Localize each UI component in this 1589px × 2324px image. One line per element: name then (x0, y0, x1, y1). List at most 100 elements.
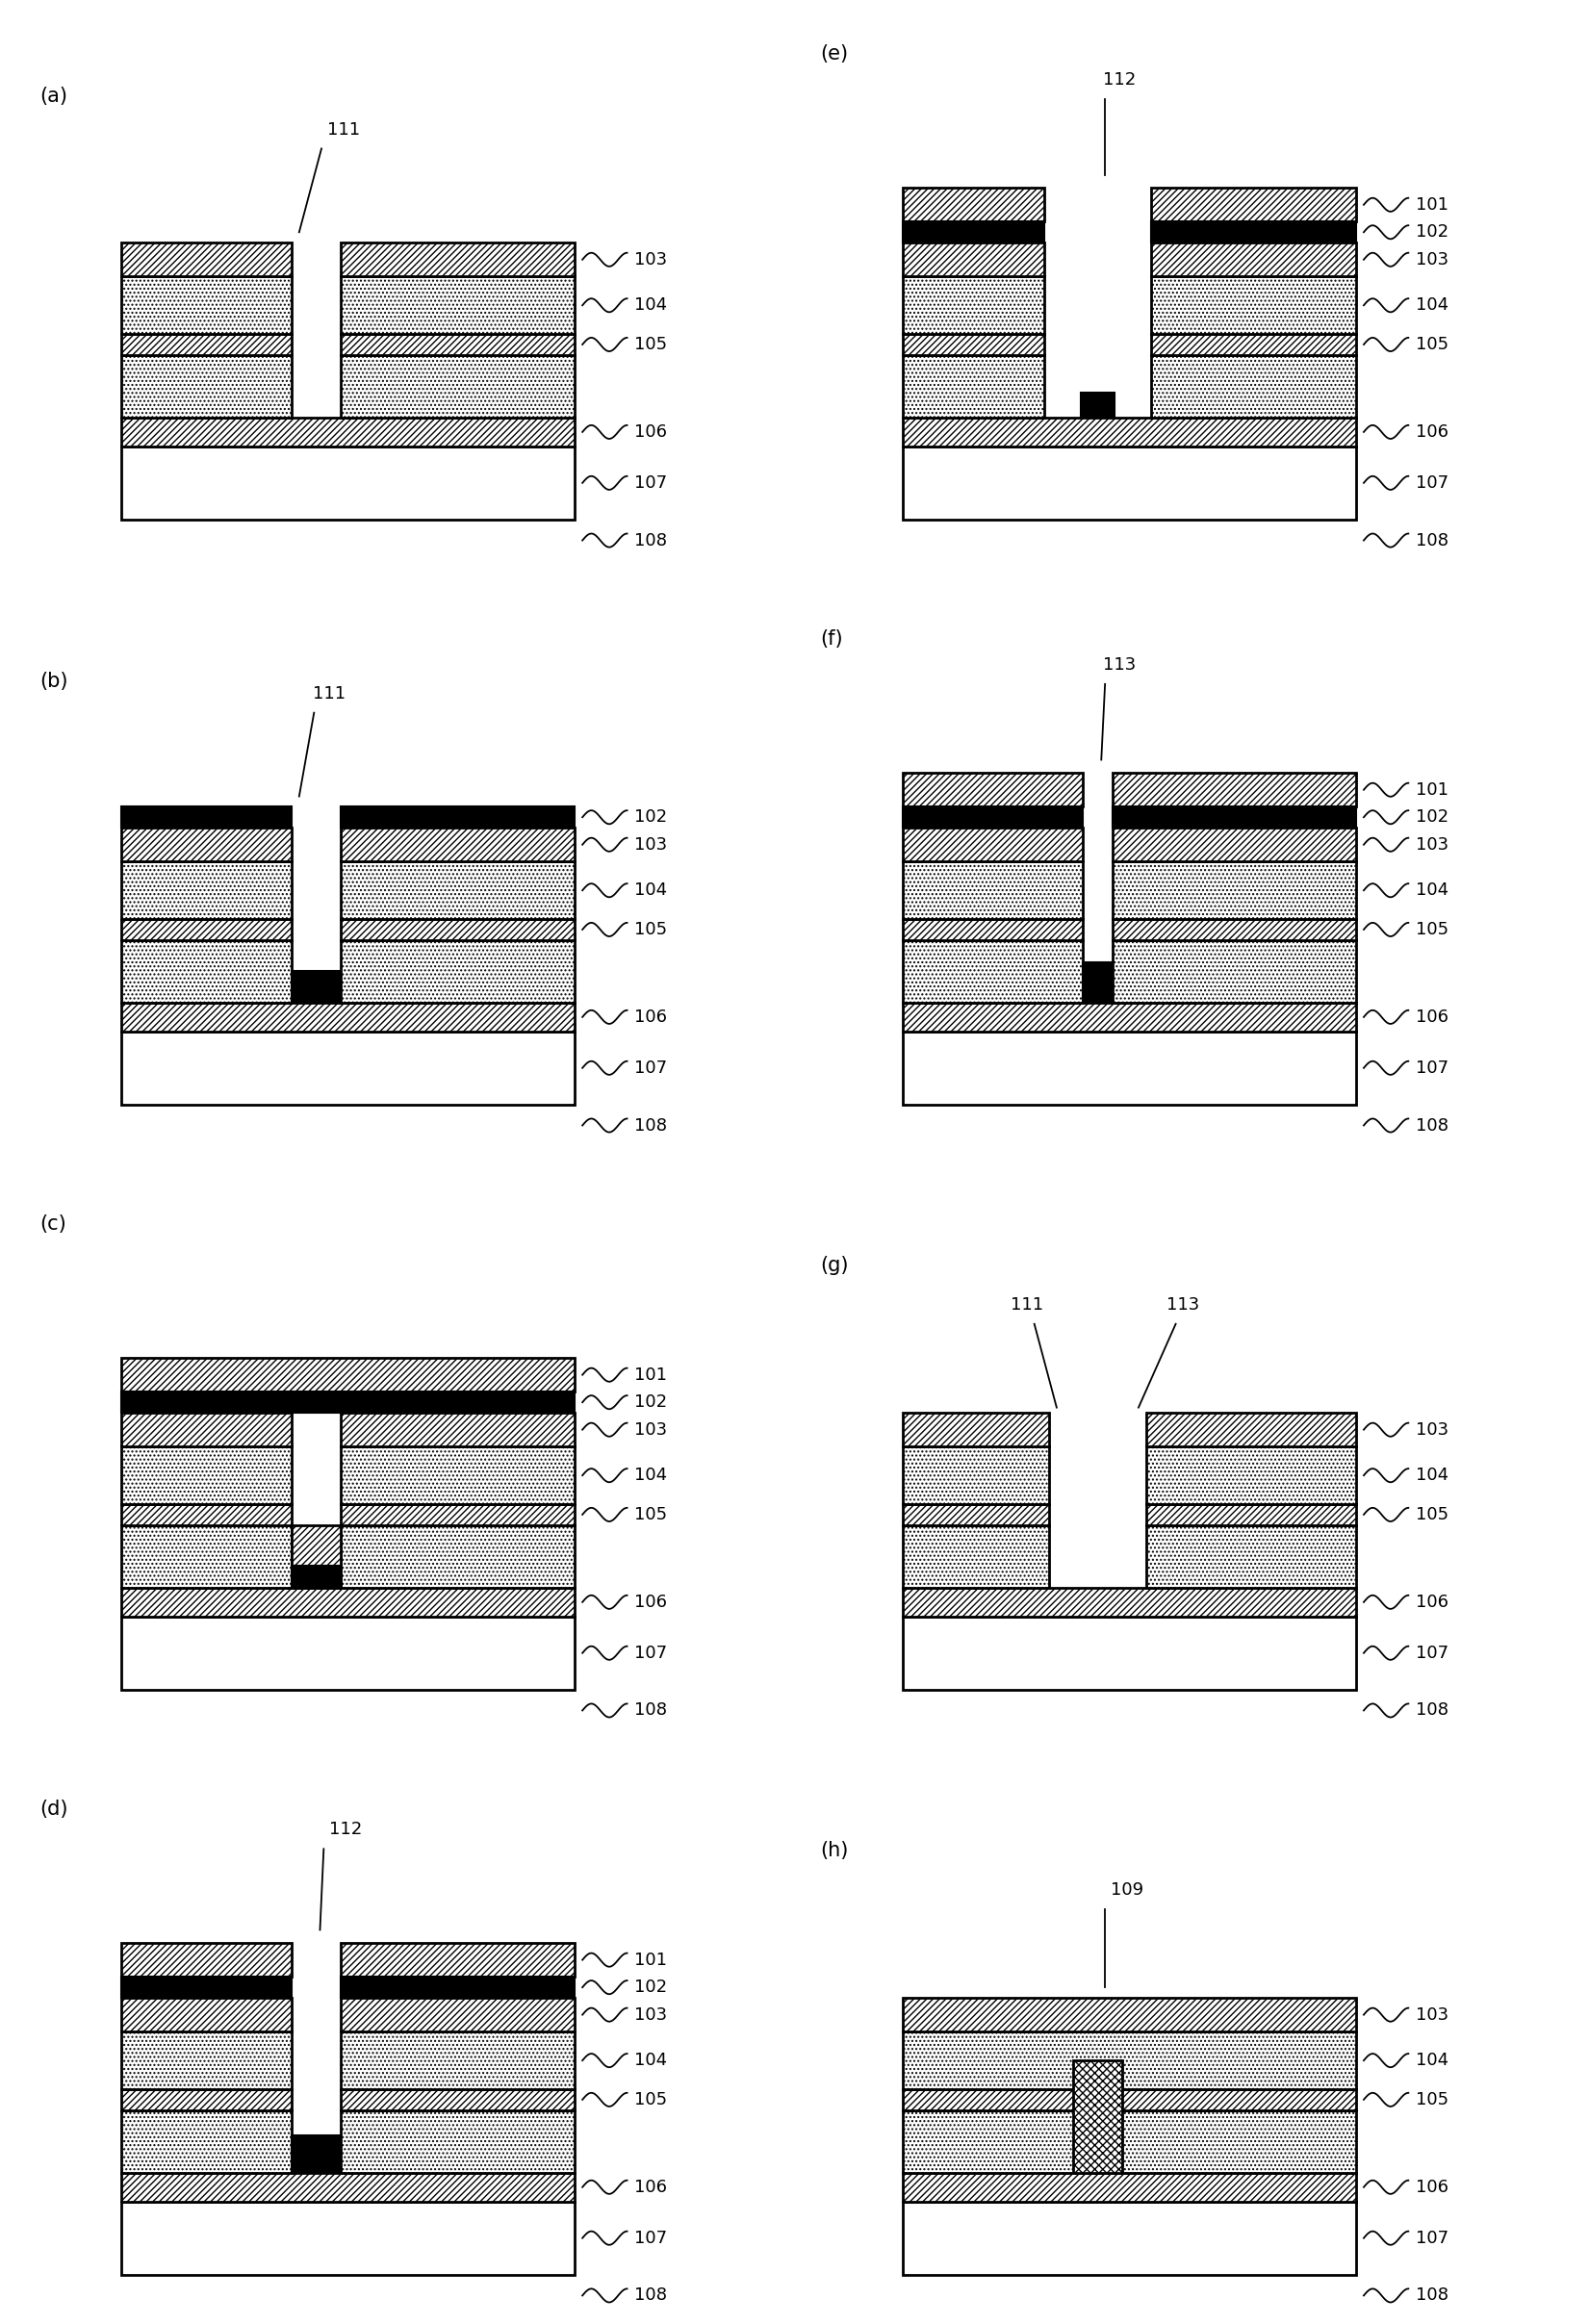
Bar (340, 918, 575, 939)
Bar (1150, 356, 1357, 418)
Bar (340, 242, 575, 277)
Text: 107: 107 (634, 474, 667, 493)
Text: 101: 101 (634, 1952, 667, 1968)
Text: 107: 107 (1416, 474, 1449, 493)
Bar (340, 1978, 575, 1999)
Bar (340, 335, 575, 356)
Bar (340, 1446, 575, 1504)
Text: 105: 105 (1416, 2092, 1449, 2108)
Bar (903, 277, 1044, 335)
Bar (903, 1999, 1357, 2031)
Bar (1150, 242, 1357, 277)
Bar (292, 1566, 340, 1587)
Bar (903, 2089, 1357, 2110)
Bar (121, 1618, 575, 1690)
Bar (340, 939, 575, 1002)
Text: (b): (b) (40, 672, 68, 690)
Text: (h): (h) (820, 1841, 849, 1862)
Text: 108: 108 (1416, 1701, 1449, 1720)
Bar (121, 1999, 292, 2031)
Text: 105: 105 (634, 337, 667, 353)
Text: 107: 107 (1416, 2229, 1449, 2247)
Text: 112: 112 (329, 1822, 362, 1838)
Bar (121, 939, 292, 1002)
Bar (903, 918, 1082, 939)
Bar (1146, 1525, 1357, 1587)
Bar (1081, 393, 1115, 418)
Text: 103: 103 (1416, 251, 1449, 267)
Text: 106: 106 (1416, 2178, 1449, 2196)
Text: 105: 105 (1416, 920, 1449, 939)
Text: 108: 108 (634, 1118, 667, 1134)
Bar (340, 2031, 575, 2089)
Text: (a): (a) (40, 86, 67, 105)
Bar (903, 335, 1044, 356)
Bar (121, 2173, 575, 2201)
Bar (340, 1999, 575, 2031)
Bar (903, 2201, 1357, 2275)
Bar (121, 1002, 575, 1032)
Bar (121, 1446, 292, 1504)
Bar (903, 806, 1082, 827)
Text: 104: 104 (1416, 1466, 1449, 1485)
Bar (340, 1504, 575, 1525)
Bar (121, 1978, 292, 1999)
Text: 107: 107 (634, 1645, 667, 1662)
Text: 111: 111 (1011, 1297, 1044, 1313)
Text: 106: 106 (634, 1594, 667, 1611)
Bar (903, 2110, 1357, 2173)
Bar (903, 1618, 1357, 1690)
Bar (340, 806, 575, 827)
Bar (1112, 862, 1357, 918)
Text: 108: 108 (634, 532, 667, 548)
Bar (292, 2136, 340, 2173)
Text: 107: 107 (1416, 1645, 1449, 1662)
Bar (903, 2173, 1357, 2201)
Text: 103: 103 (1416, 1420, 1449, 1439)
Text: 105: 105 (1416, 1506, 1449, 1522)
Bar (340, 356, 575, 418)
Text: 107: 107 (1416, 1060, 1449, 1076)
Text: 102: 102 (634, 1978, 667, 1996)
Text: 104: 104 (634, 1466, 667, 1485)
Bar (121, 827, 292, 862)
Text: 104: 104 (1416, 297, 1449, 314)
Text: 106: 106 (634, 2178, 667, 2196)
Text: 102: 102 (634, 1394, 667, 1411)
Text: 103: 103 (634, 837, 667, 853)
Bar (121, 446, 575, 521)
Bar (903, 446, 1357, 521)
Bar (121, 335, 292, 356)
Text: 106: 106 (634, 423, 667, 442)
Text: 101: 101 (634, 1367, 667, 1383)
Bar (1146, 1504, 1357, 1525)
Bar (121, 2110, 292, 2173)
Bar (121, 862, 292, 918)
Text: 107: 107 (634, 1060, 667, 1076)
Text: 108: 108 (634, 2287, 667, 2303)
Text: 106: 106 (634, 1009, 667, 1025)
Text: 104: 104 (634, 297, 667, 314)
Text: 101: 101 (1416, 195, 1449, 214)
Bar (121, 1392, 575, 1413)
Bar (903, 221, 1044, 242)
Text: 108: 108 (634, 1701, 667, 1720)
Bar (121, 2089, 292, 2110)
Text: 103: 103 (1416, 2006, 1449, 2024)
Text: 104: 104 (634, 881, 667, 899)
Bar (1150, 277, 1357, 335)
Bar (1150, 221, 1357, 242)
Text: 105: 105 (634, 2092, 667, 2108)
Text: 102: 102 (1416, 809, 1449, 825)
Bar (121, 2201, 575, 2275)
Bar (903, 1413, 1049, 1446)
Bar (340, 2089, 575, 2110)
Bar (903, 2031, 1357, 2089)
Bar (903, 242, 1044, 277)
Text: (c): (c) (40, 1215, 65, 1234)
Bar (121, 1504, 292, 1525)
Bar (903, 1002, 1357, 1032)
Text: 113: 113 (1103, 655, 1136, 674)
Bar (121, 1943, 292, 1978)
Bar (1082, 962, 1112, 1002)
